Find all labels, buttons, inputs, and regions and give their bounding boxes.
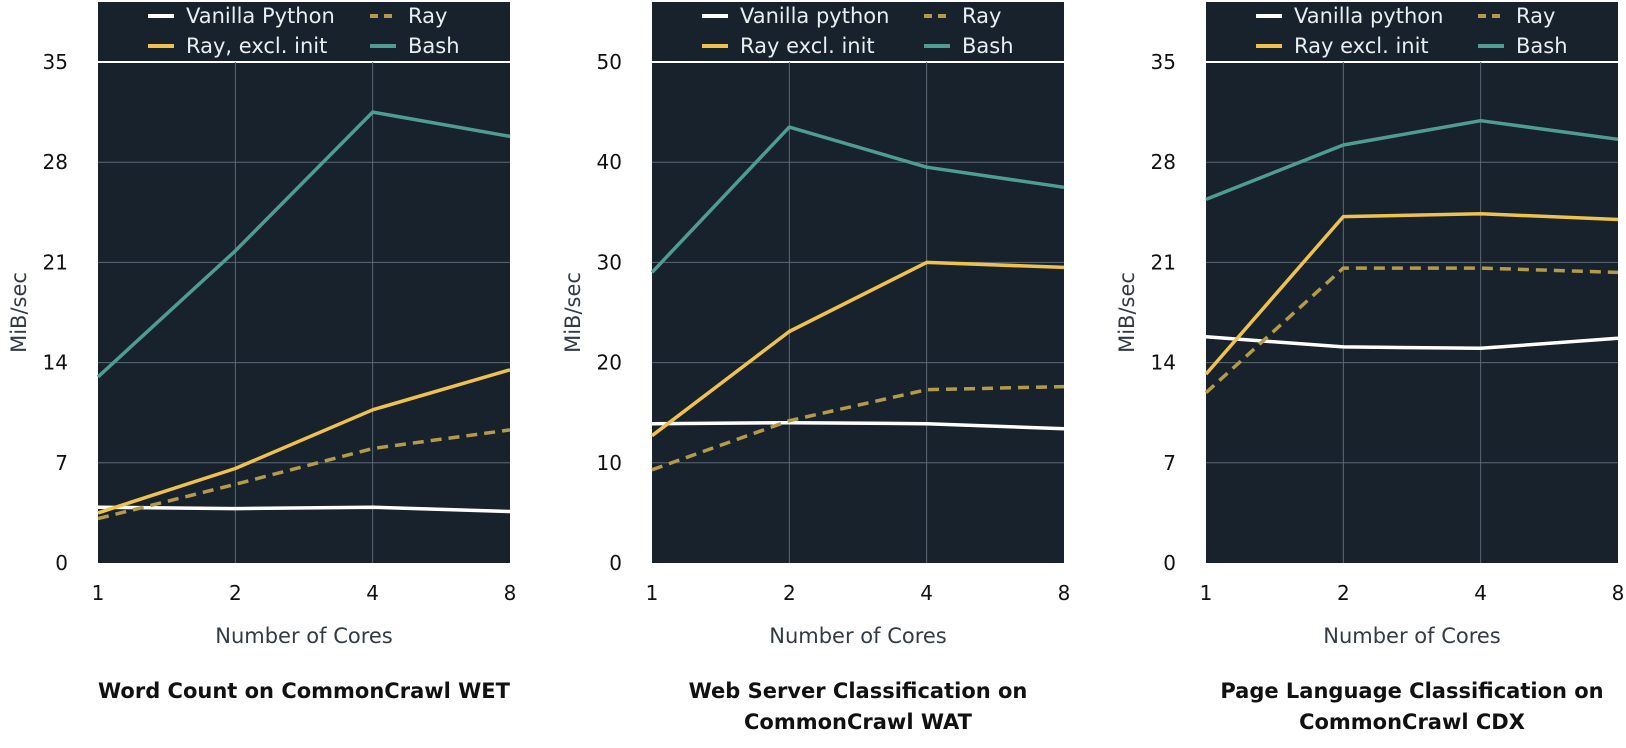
y-tick-label: 30 (597, 250, 622, 274)
x-axis-title: Number of Cores (215, 624, 393, 648)
y-tick-label: 0 (1163, 551, 1176, 575)
y-tick-label: 35 (43, 50, 68, 74)
y-tick-label: 0 (55, 551, 68, 575)
series-line-ray_excl_init (650, 260, 1065, 438)
legend-label-bash: Bash (408, 34, 460, 58)
legend-label-ray: Ray (1516, 4, 1555, 28)
x-axis-title: Number of Cores (769, 624, 947, 648)
legend-label-ray_excl_init: Ray excl. init (740, 34, 875, 58)
x-tick-label: 2 (229, 581, 242, 605)
legend-background (652, 2, 1064, 62)
y-tick-label: 7 (55, 451, 68, 475)
x-tick-label: 4 (1474, 581, 1487, 605)
legend-label-bash: Bash (962, 34, 1014, 58)
y-tick-label: 21 (43, 250, 68, 274)
plot-background (1206, 62, 1618, 563)
legend-label-ray_excl_init: Ray, excl. init (186, 34, 327, 58)
series-line-bash (1205, 118, 1619, 202)
chart-title-line: Web Server Classification on (689, 679, 1028, 703)
legend-label-vanilla: Vanilla Python (186, 4, 335, 28)
y-tick-label: 28 (1151, 150, 1176, 174)
y-tick-label: 40 (597, 150, 622, 174)
chart-title-line: Word Count on CommonCrawl WET (98, 679, 511, 703)
chart-1: 0 7 14 21 28 35 1 2 4 8 Number of Cores MiB/sec Vani… (7, 2, 516, 703)
y-axis-title: MiB/sec (561, 272, 585, 353)
y-tick-label: 50 (597, 50, 622, 74)
series-line-ray_excl_init (97, 368, 511, 515)
y-axis-title: MiB/sec (1115, 272, 1139, 353)
legend-label-ray: Ray (408, 4, 447, 28)
plot-background (652, 62, 1064, 563)
series-line-vanilla (651, 420, 1065, 431)
x-axis-title: Number of Cores (1323, 624, 1501, 648)
y-tick-label: 20 (597, 351, 622, 375)
legend-label-ray_excl_init: Ray excl. init (1294, 34, 1429, 58)
series-line-bash (96, 110, 511, 379)
plot-background (98, 62, 510, 563)
series-line-ray (97, 428, 511, 521)
x-tick-label: 4 (920, 581, 933, 605)
x-tick-label: 8 (1612, 581, 1625, 605)
series-line-vanilla (97, 505, 511, 514)
series-line-ray_excl_init (1204, 211, 1619, 376)
legend-label-vanilla: Vanilla python (740, 4, 889, 28)
y-tick-label: 35 (1151, 50, 1176, 74)
x-tick-label: 2 (783, 581, 796, 605)
chart-title-line: Page Language Classification on (1220, 679, 1603, 703)
x-tick-label: 1 (1200, 581, 1213, 605)
series-line-ray (1204, 266, 1619, 394)
chart-title-line: CommonCrawl CDX (1299, 710, 1525, 734)
x-tick-label: 8 (504, 581, 517, 605)
legend-label-ray: Ray (962, 4, 1001, 28)
y-tick-label: 0 (609, 551, 622, 575)
y-tick-label: 28 (43, 150, 68, 174)
y-axis-title: MiB/sec (7, 272, 31, 353)
legend-label-vanilla: Vanilla python (1294, 4, 1443, 28)
series-line-ray (651, 384, 1065, 472)
legend-background (1206, 2, 1618, 62)
y-tick-label: 7 (1163, 451, 1176, 475)
series-line-bash (650, 125, 1065, 274)
series-line-vanilla (1205, 335, 1619, 351)
chart-title-line: CommonCrawl WAT (744, 710, 973, 734)
x-tick-label: 8 (1058, 581, 1071, 605)
chart-3: 0 7 14 21 28 35 1 2 4 8 Number of Cores MiB/sec Vani… (1115, 2, 1624, 734)
y-tick-label: 14 (1151, 351, 1176, 375)
x-tick-label: 4 (366, 581, 379, 605)
y-tick-label: 21 (1151, 250, 1176, 274)
x-tick-label: 2 (1337, 581, 1350, 605)
y-tick-label: 10 (597, 451, 622, 475)
chart-2: 0 10 20 30 40 50 1 2 4 8 Number of Cores MiB/sec Van… (561, 2, 1070, 734)
x-tick-label: 1 (646, 581, 659, 605)
legend-label-bash: Bash (1516, 34, 1568, 58)
y-tick-label: 14 (43, 351, 68, 375)
legend-background (98, 2, 510, 62)
x-tick-label: 1 (92, 581, 105, 605)
